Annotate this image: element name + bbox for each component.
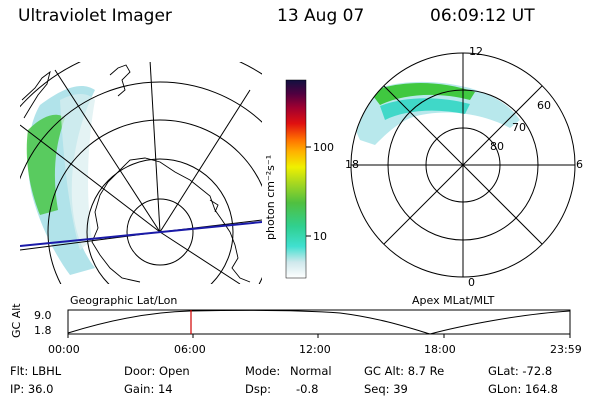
mlt-label-6: 6 (576, 158, 583, 171)
altitude-timeline-frame (67, 309, 571, 335)
mlt-label-0: 0 (468, 276, 475, 289)
dsp-value: -0.8 (296, 382, 319, 396)
timeline-ytick-max: 9.0 (34, 309, 52, 322)
seq-info: Seq: 39 (364, 382, 408, 396)
mode-value: Normal (290, 364, 332, 378)
mlat-label-70: 70 (512, 121, 526, 134)
gain-info: Gain: 14 (124, 382, 173, 396)
door-info: Door: Open (124, 364, 190, 378)
mode-label: Mode: (245, 364, 281, 378)
colorbar (285, 79, 307, 279)
mlt-label-18: 18 (345, 158, 359, 171)
geographic-panel-label: Geographic Lat/Lon (70, 294, 178, 307)
mlat-label-80: 80 (490, 140, 504, 153)
colorbar-unit-label: photon cm⁻²s⁻¹ (264, 154, 277, 240)
header-date: 13 Aug 07 (277, 6, 365, 26)
timeline-xtick: 18:00 (424, 343, 456, 356)
timeline-xtick: 12:00 (299, 343, 331, 356)
mlt-label-12: 12 (469, 45, 483, 58)
timeline-xtick: 06:00 (174, 343, 206, 356)
instrument-title: Ultraviolet Imager (18, 6, 172, 26)
ip-info: IP: 36.0 (10, 382, 54, 396)
colorbar-tick-10: 10 (313, 230, 327, 243)
mlat-label-60: 60 (537, 99, 551, 112)
colorbar-tick-100: 100 (313, 141, 334, 154)
gc-alt-info: GC Alt: 8.7 Re (364, 364, 445, 378)
glon-info: GLon: 164.8 (488, 382, 558, 396)
filter-info: Flt: LBHL (10, 364, 62, 378)
timeline-xtick: 23:59 (550, 343, 582, 356)
magnetic-panel-label: Apex MLat/MLT (412, 294, 495, 307)
geographic-map (20, 62, 262, 284)
dsp-label: Dsp: (245, 382, 272, 396)
altitude-curve (67, 309, 571, 335)
timeline-ylabel: GC Alt (10, 303, 23, 338)
timeline-ytick-min: 1.8 (34, 324, 52, 337)
timeline-xtick: 00:00 (48, 343, 80, 356)
satellite-track (20, 221, 262, 247)
header-time: 06:09:12 UT (430, 6, 535, 26)
glat-info: GLat: -72.8 (488, 364, 553, 378)
